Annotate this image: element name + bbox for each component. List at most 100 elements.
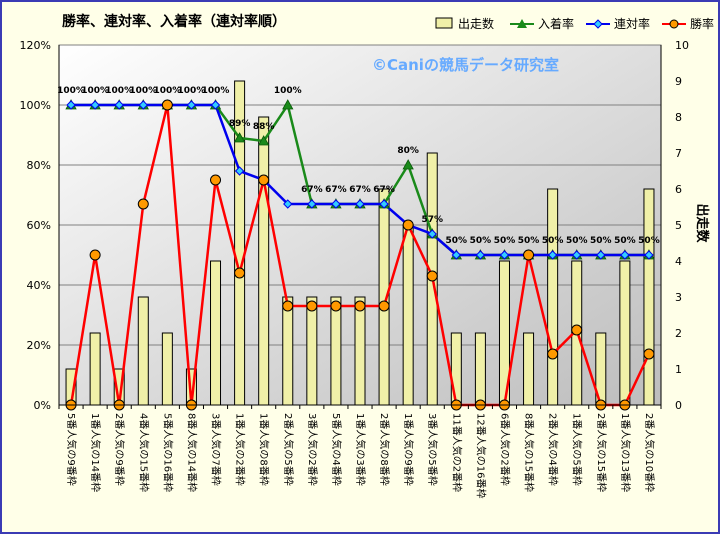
- y-left-tick-label: 100%: [20, 99, 51, 112]
- marker-circle: [89, 249, 101, 261]
- bar-18: [474, 332, 486, 406]
- x-tick-label: 6番人気の2番枠: [498, 413, 511, 486]
- x-tick-label: 2番人気の8番枠: [378, 413, 391, 486]
- y-left-tick-label: 120%: [20, 39, 51, 52]
- data-label: 100%: [202, 86, 230, 96]
- y-left-tick-label: 20%: [27, 339, 51, 352]
- x-tick-label: 2番人気の5番枠: [282, 413, 295, 486]
- marker-circle: [426, 270, 438, 282]
- bar-7: [210, 260, 222, 406]
- marker-circle: [210, 174, 222, 186]
- marker-circle: [354, 300, 366, 312]
- marker-circle: [258, 174, 270, 186]
- x-tick-label: 5番人気の16番枠: [161, 413, 174, 492]
- x-tick-label: 4番人気の15番枠: [137, 413, 150, 492]
- marker-diamond: [90, 100, 100, 110]
- marker-diamond: [283, 199, 293, 209]
- x-tick-label: 1番人気の5番枠: [571, 413, 584, 486]
- bar-8: [234, 80, 246, 406]
- marker-diamond: [451, 250, 462, 260]
- marker-diamond: [644, 250, 654, 260]
- bar-15: [402, 224, 414, 406]
- y-right-tick-label: 6: [675, 183, 682, 196]
- y-right-tick-label: 5: [675, 219, 682, 232]
- legend-label: 連対率: [614, 16, 650, 31]
- y-right-tick-label: 3: [675, 291, 682, 304]
- y-left-tick-label: 0%: [34, 399, 51, 412]
- data-label: 67%: [301, 185, 323, 195]
- legend-marker-circle: [669, 19, 679, 29]
- y-right-tick-label: 2: [675, 327, 682, 340]
- legend-label: 勝率: [690, 16, 714, 31]
- marker-diamond: [379, 199, 389, 209]
- y-right-tick-label: 1: [675, 363, 682, 376]
- data-label: 100%: [178, 86, 206, 96]
- bar-9: [258, 116, 270, 406]
- data-label: 50%: [494, 236, 516, 246]
- marker-diamond: [307, 199, 317, 209]
- x-tick-label: 1番人気の9番枠: [402, 413, 415, 486]
- x-tick-label: 12番人気の16番枠: [474, 413, 487, 498]
- marker-diamond: [572, 250, 582, 260]
- x-tick-label: 2番人気の4番枠: [547, 413, 560, 486]
- x-tick-label: 1番人気の14番枠: [89, 413, 102, 492]
- marker-diamond: [499, 250, 510, 260]
- y-right-axis-label: 出走数: [694, 203, 710, 243]
- bar-5: [161, 332, 173, 406]
- x-tick-label: 3番人気の5番枠: [426, 413, 439, 486]
- bar-2: [89, 332, 101, 406]
- x-tick-label: 2番人気の9番枠: [113, 413, 126, 486]
- marker-circle: [571, 324, 583, 336]
- data-label: 67%: [349, 185, 371, 195]
- data-label: 100%: [129, 86, 157, 96]
- bar-20: [523, 332, 535, 406]
- marker-triangle: [282, 99, 294, 110]
- marker-triangle: [402, 159, 414, 170]
- y-right-tick-label: 8: [675, 111, 682, 124]
- bar-12: [330, 296, 342, 406]
- marker-diamond: [66, 100, 76, 110]
- data-label: 50%: [614, 236, 636, 246]
- marker-circle: [643, 348, 655, 360]
- data-label: 50%: [470, 236, 492, 246]
- y-right-tick-label: 0: [675, 399, 682, 412]
- marker-diamond: [475, 250, 486, 260]
- marker-diamond: [596, 250, 606, 260]
- data-label: 100%: [57, 86, 85, 96]
- marker-circle: [402, 219, 414, 231]
- data-label: 50%: [446, 236, 468, 246]
- marker-diamond: [547, 250, 558, 260]
- marker-triangle: [258, 135, 270, 146]
- bar-25: [643, 188, 655, 406]
- bar-4: [137, 296, 149, 406]
- y-left-tick-label: 80%: [27, 159, 51, 172]
- marker-circle: [282, 300, 294, 312]
- marker-circle: [330, 300, 342, 312]
- x-tick-label: 2番人気の10番枠: [643, 413, 656, 492]
- marker-diamond: [427, 229, 437, 239]
- marker-circle: [306, 300, 318, 312]
- watermark-text: ©Caniの競馬データ研究室: [372, 56, 559, 74]
- marker-diamond: [234, 166, 245, 176]
- y-left-tick-label: 60%: [27, 219, 51, 232]
- marker-diamond: [620, 250, 630, 260]
- marker-circle: [161, 99, 173, 111]
- legend-marker-triangle: [517, 19, 527, 28]
- data-label: 57%: [421, 215, 443, 225]
- x-tick-label: 1番人気の3番枠: [354, 413, 367, 486]
- bar-10: [282, 296, 294, 406]
- bar-17: [450, 332, 462, 406]
- marker-circle: [523, 249, 535, 261]
- marker-diamond: [210, 100, 221, 110]
- x-tick-label: 1番人気の8番枠: [258, 413, 271, 486]
- data-label: 100%: [105, 86, 133, 96]
- marker-triangle: [233, 132, 246, 143]
- x-tick-label: 5番人気の4番枠: [330, 413, 343, 486]
- data-label: 100%: [81, 86, 109, 96]
- bar-24: [619, 260, 631, 406]
- data-label: 80%: [397, 146, 419, 156]
- bar-13: [354, 296, 366, 406]
- data-label: 50%: [566, 236, 588, 246]
- y-left-tick-label: 40%: [27, 279, 51, 292]
